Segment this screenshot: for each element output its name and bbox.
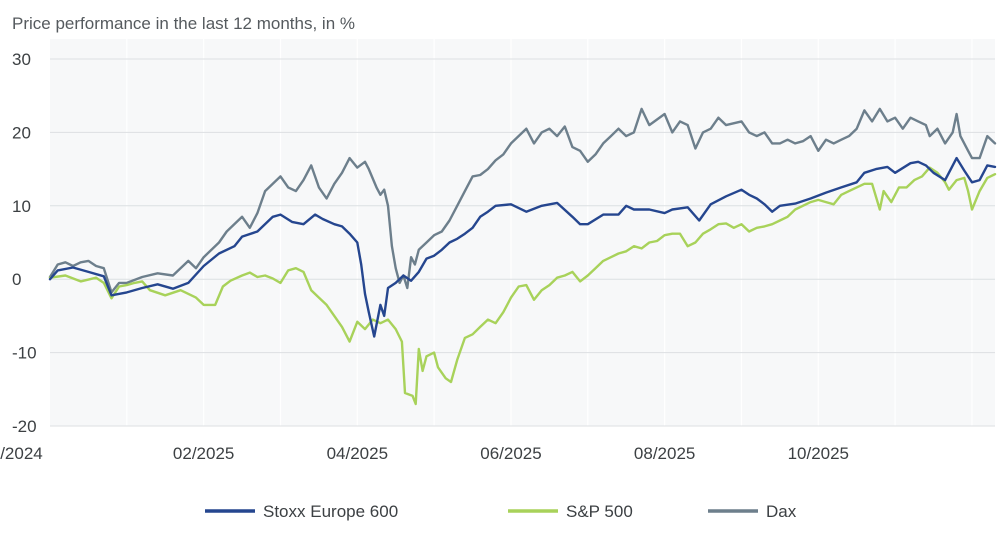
- x-tick-label: 10/2025: [788, 444, 849, 463]
- y-axis: 30 20 10 0 -10 -20: [12, 50, 37, 436]
- chart-title: Price performance in the last 12 months,…: [12, 14, 355, 33]
- x-tick-label: 04/2025: [327, 444, 388, 463]
- y-tick-label: 0: [12, 270, 21, 289]
- legend-label: Stoxx Europe 600: [263, 502, 398, 521]
- legend-label: Dax: [766, 502, 797, 521]
- legend-item-dax: Dax: [708, 502, 797, 521]
- x-axis: 12/2024 02/2025 04/2025 06/2025 08/2025 10/20…: [0, 444, 849, 463]
- plot-area: [50, 39, 995, 426]
- plot-background: [50, 39, 995, 426]
- y-tick-label: 10: [12, 197, 31, 216]
- series-line-stoxx-europe-600: [48, 156, 997, 338]
- x-tick-label: 12/2024: [0, 444, 43, 463]
- x-tick-label: 06/2025: [480, 444, 541, 463]
- y-tick-label: 30: [12, 50, 31, 69]
- series-line-dax: [48, 107, 997, 294]
- legend-item-stoxx-europe-600: Stoxx Europe 600: [205, 502, 398, 521]
- legend-item-s-p-500: S&P 500: [508, 502, 633, 521]
- x-tick-label: 08/2025: [634, 444, 695, 463]
- y-tick-label: -20: [12, 417, 37, 436]
- legend: Stoxx Europe 600 S&P 500 Dax: [205, 502, 797, 521]
- y-tick-label: 20: [12, 123, 31, 142]
- legend-label: S&P 500: [566, 502, 633, 521]
- series-line-s-p-500: [48, 166, 997, 406]
- y-tick-label: -10: [12, 344, 37, 363]
- series-lines: [48, 107, 997, 406]
- x-tick-label: 02/2025: [173, 444, 234, 463]
